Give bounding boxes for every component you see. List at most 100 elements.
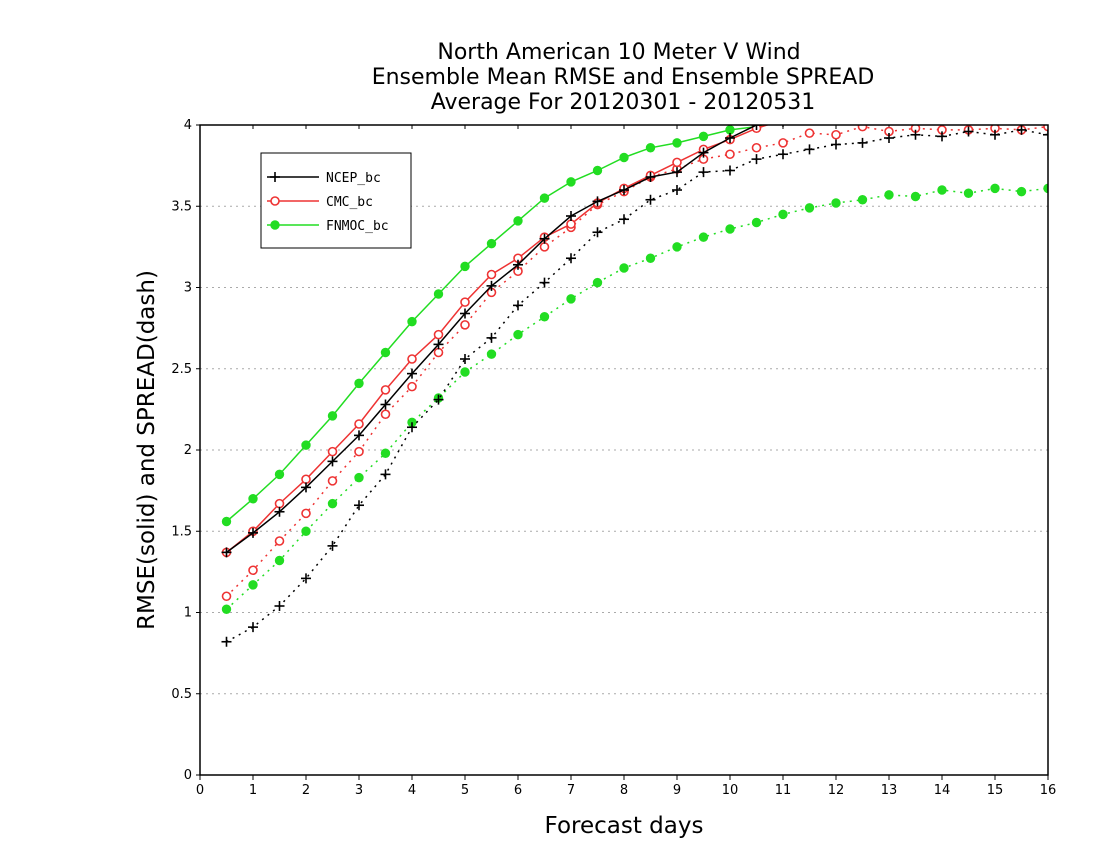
ncep-bc-rmse-point xyxy=(858,105,868,115)
fnmoc-bc-spread-point xyxy=(778,209,788,220)
plot-series xyxy=(221,89,1053,647)
cmc-bc-spread-point xyxy=(354,446,364,457)
ncep-bc-spread-point xyxy=(884,133,894,143)
ncep-bc-spread-point xyxy=(380,469,391,480)
ncep-bc-spread-point xyxy=(592,227,603,238)
cmc-bc-spread-point xyxy=(221,591,232,602)
ncep-bc-rmse-point xyxy=(327,456,338,467)
ncep-bc-spread-point xyxy=(221,636,232,647)
ncep-bc-spread-point xyxy=(566,253,576,264)
ncep-bc-rmse-point xyxy=(831,109,841,119)
fnmoc-bc-rmse-point xyxy=(327,411,338,421)
ncep-bc-spread-point xyxy=(937,131,947,142)
x-tick-label: 3 xyxy=(355,783,363,798)
fnmoc-bc-spread-point xyxy=(804,203,815,213)
ncep-bc-rmse-point xyxy=(1017,91,1027,101)
ncep-bc-spread-point xyxy=(831,139,841,150)
cmc-bc-spread-point xyxy=(248,565,258,576)
y-tick-label: 0 xyxy=(184,768,192,783)
cmc-bc-rmse-point xyxy=(672,157,682,168)
ncep-bc-rmse-series xyxy=(221,89,1053,558)
legend-label: CMC_bc xyxy=(326,195,373,210)
ncep-bc-rmse-point xyxy=(354,430,364,441)
cmc-bc-rmse-point xyxy=(859,105,867,113)
cmc-bc-spread-point xyxy=(804,128,815,138)
plot-area-frame xyxy=(199,124,1049,776)
cmc-bc-rmse-point xyxy=(301,474,311,485)
legend-label: FNMOC_bc xyxy=(326,219,389,234)
ncep-bc-rmse-point xyxy=(884,102,894,112)
cmc-bc-rmse-point xyxy=(1018,90,1026,98)
fnmoc-bc-spread-point xyxy=(539,312,550,322)
ncep-bc-rmse-point xyxy=(301,482,311,493)
x-tick-label: 1 xyxy=(249,783,257,798)
fnmoc-bc-rmse-point xyxy=(592,165,603,176)
ncep-bc-rmse-point xyxy=(566,211,576,221)
ncep-bc-rmse-line xyxy=(226,125,763,554)
cmc-bc-rmse-point xyxy=(380,385,391,395)
fnmoc-bc-spread-series xyxy=(221,183,1048,614)
axis-ticks: 00.511.522.533.540 1 2 3 4 5 6 7 8 9 10 11 12 13 14 15 1… xyxy=(171,118,1056,798)
cmc-bc-spread-point xyxy=(831,129,841,140)
ncep-bc-rmse-point xyxy=(698,147,709,158)
fnmoc-bc-spread-point xyxy=(566,294,576,304)
fnmoc-bc-rmse-point xyxy=(354,378,364,389)
cmc-bc-rmse-line xyxy=(226,125,770,553)
cmc-bc-rmse-point xyxy=(486,269,497,280)
y-tick-label: 4 xyxy=(184,118,192,133)
fnmoc-bc-rmse-line xyxy=(226,125,767,523)
grid xyxy=(200,205,1048,695)
cmc-bc-spread-point xyxy=(539,242,550,252)
cmc-bc-spread-point xyxy=(725,149,735,160)
ncep-bc-spread-point xyxy=(354,500,364,511)
fnmoc-bc-spread-point xyxy=(619,263,629,273)
fnmoc-bc-rmse-point xyxy=(539,193,550,203)
fnmoc-bc-spread-point xyxy=(301,526,311,536)
fnmoc-bc-spread-point xyxy=(725,224,735,234)
fnmoc-bc-rmse-point xyxy=(486,238,497,249)
ncep-bc-rmse-point xyxy=(1043,89,1053,99)
cmc-bc-rmse-point xyxy=(433,329,444,340)
ncep-bc-spread-point xyxy=(645,194,656,205)
ncep-bc-rmse-point xyxy=(433,339,444,350)
ncep-bc-spread-point xyxy=(274,601,285,611)
cmc-bc-rmse-point xyxy=(407,354,417,364)
ncep-bc-rmse-point xyxy=(513,259,523,270)
ncep-bc-rmse-point xyxy=(221,547,232,558)
fnmoc-bc-rmse-point xyxy=(619,152,629,163)
cmc-bc-spread-point xyxy=(433,347,444,358)
x-tick-label: 12 xyxy=(828,783,845,798)
fnmoc-bc-spread-point xyxy=(698,232,709,242)
fnmoc-bc-spread-point xyxy=(1043,183,1048,194)
ncep-bc-spread-point xyxy=(1043,129,1048,140)
fnmoc-bc-rmse-point xyxy=(672,138,682,148)
fnmoc-bc-rmse-point xyxy=(725,125,735,135)
ncep-bc-spread-point xyxy=(672,185,682,195)
x-tick-label: 13 xyxy=(881,783,898,798)
fnmoc-bc-spread-point xyxy=(910,191,921,202)
x-tick-label: 16 xyxy=(1040,783,1057,798)
fnmoc-bc-rmse-point xyxy=(301,440,311,450)
fnmoc-bc-rmse-point xyxy=(221,516,232,527)
fnmoc-bc-spread-point xyxy=(221,604,232,614)
ncep-bc-spread-point xyxy=(990,129,1000,140)
fnmoc-bc-spread-point xyxy=(751,217,762,228)
ncep-bc-spread-point xyxy=(460,354,470,364)
cmc-bc-rmse-point xyxy=(779,116,787,124)
ncep-bc-spread-point xyxy=(857,137,868,148)
y-tick-label: 2 xyxy=(184,443,192,458)
fnmoc-bc-spread-point xyxy=(990,183,1000,194)
ncep-bc-spread-series xyxy=(221,125,1048,647)
y-axis-title: RMSE(solid) and SPREAD(dash) xyxy=(134,270,160,630)
cmc-bc-rmse-point xyxy=(354,419,364,429)
fnmoc-bc-spread-point xyxy=(1016,186,1027,197)
cmc-bc-rmse-point xyxy=(460,297,470,307)
ncep-bc-rmse-point xyxy=(964,94,974,104)
fnmoc-bc-rmse-point xyxy=(380,347,391,358)
ncep-bc-rmse-point xyxy=(990,92,1000,102)
cmc-bc-rmse-point xyxy=(566,219,576,229)
ncep-bc-spread-point xyxy=(539,277,550,288)
ncep-bc-spread-point xyxy=(248,622,258,633)
x-tick-label: 7 xyxy=(567,783,575,798)
ncep-bc-rmse-point xyxy=(274,506,285,517)
